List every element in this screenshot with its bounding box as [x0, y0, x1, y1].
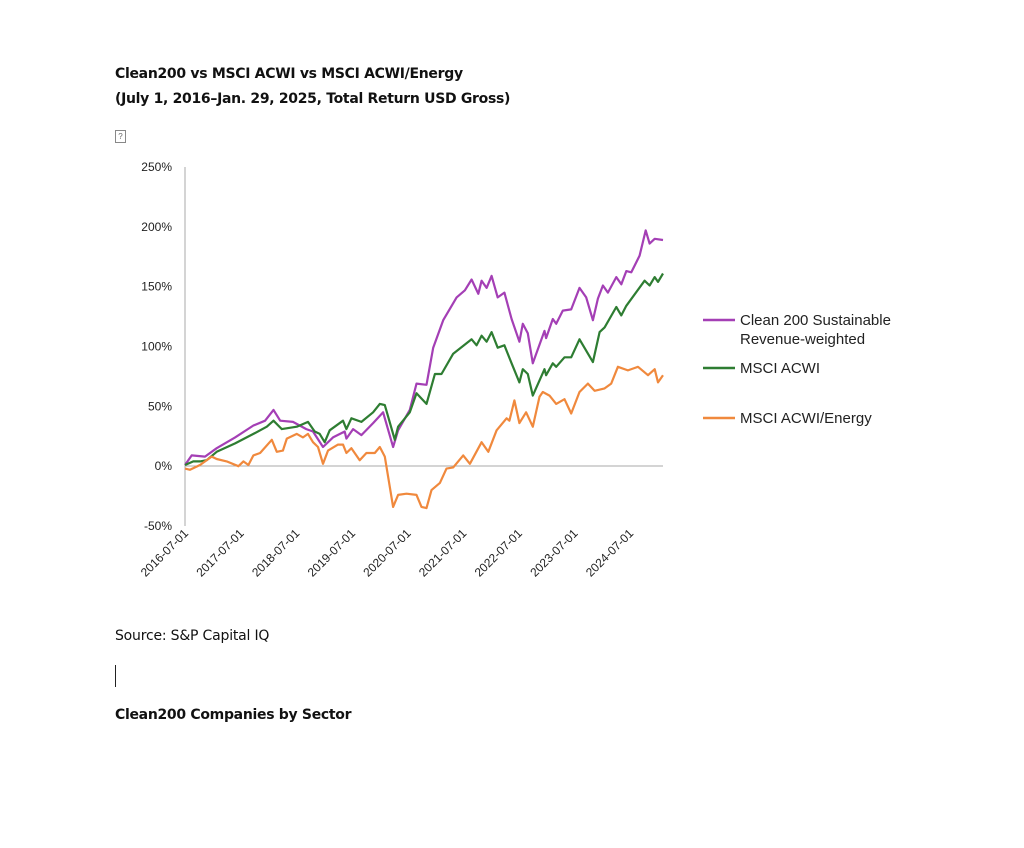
x-tick-label: 2017-07-01: [193, 526, 247, 580]
text-cursor: [115, 665, 116, 687]
legend-label: Clean 200 Sustainable: [740, 312, 891, 329]
x-tick-label: 2019-07-01: [305, 526, 359, 580]
x-tick-label: 2016-07-01: [138, 526, 192, 580]
y-tick-label: 100%: [141, 340, 172, 354]
y-tick-label: 150%: [141, 280, 172, 294]
x-tick-label: 2022-07-01: [472, 526, 526, 580]
y-tick-label: 50%: [148, 399, 172, 413]
x-tick-label: 2024-07-01: [583, 526, 637, 580]
legend-label: Revenue-weighted: [740, 331, 865, 348]
y-tick-label: -50%: [144, 519, 172, 533]
series-line-2: [184, 365, 664, 510]
legend-label: MSCI ACWI/Energy: [740, 410, 872, 427]
source-note: Source: S&P Capital IQ: [115, 628, 270, 644]
legend: Clean 200 Sustainable Revenue-weighted MSC…: [703, 312, 891, 427]
line-chart: -50% 0% 50% 100% 150% 200% 250% 2016-07-01 2017…: [138, 160, 891, 580]
chart-title: Clean200 vs MSCI ACWI vs MSCI ACWI/Energ…: [115, 62, 510, 112]
series-line-1: [184, 272, 664, 467]
broken-image-icon: ?: [115, 130, 126, 143]
y-tick-label: 200%: [141, 220, 172, 234]
series-line-0: [184, 229, 664, 466]
y-tick-label: 250%: [141, 160, 172, 174]
chart-title-line2: (July 1, 2016–Jan. 29, 2025, Total Retur…: [115, 91, 511, 107]
legend-label: MSCI ACWI: [740, 360, 820, 377]
x-tick-label: 2021-07-01: [416, 526, 470, 580]
y-tick-label: 0%: [155, 459, 173, 473]
x-tick-label: 2018-07-01: [249, 526, 303, 580]
section-heading: Clean200 Companies by Sector: [115, 707, 352, 723]
x-tick-label: 2020-07-01: [360, 526, 414, 580]
x-tick-label: 2023-07-01: [527, 526, 581, 580]
chart-title-line1: Clean200 vs MSCI ACWI vs MSCI ACWI/Energ…: [115, 66, 463, 82]
